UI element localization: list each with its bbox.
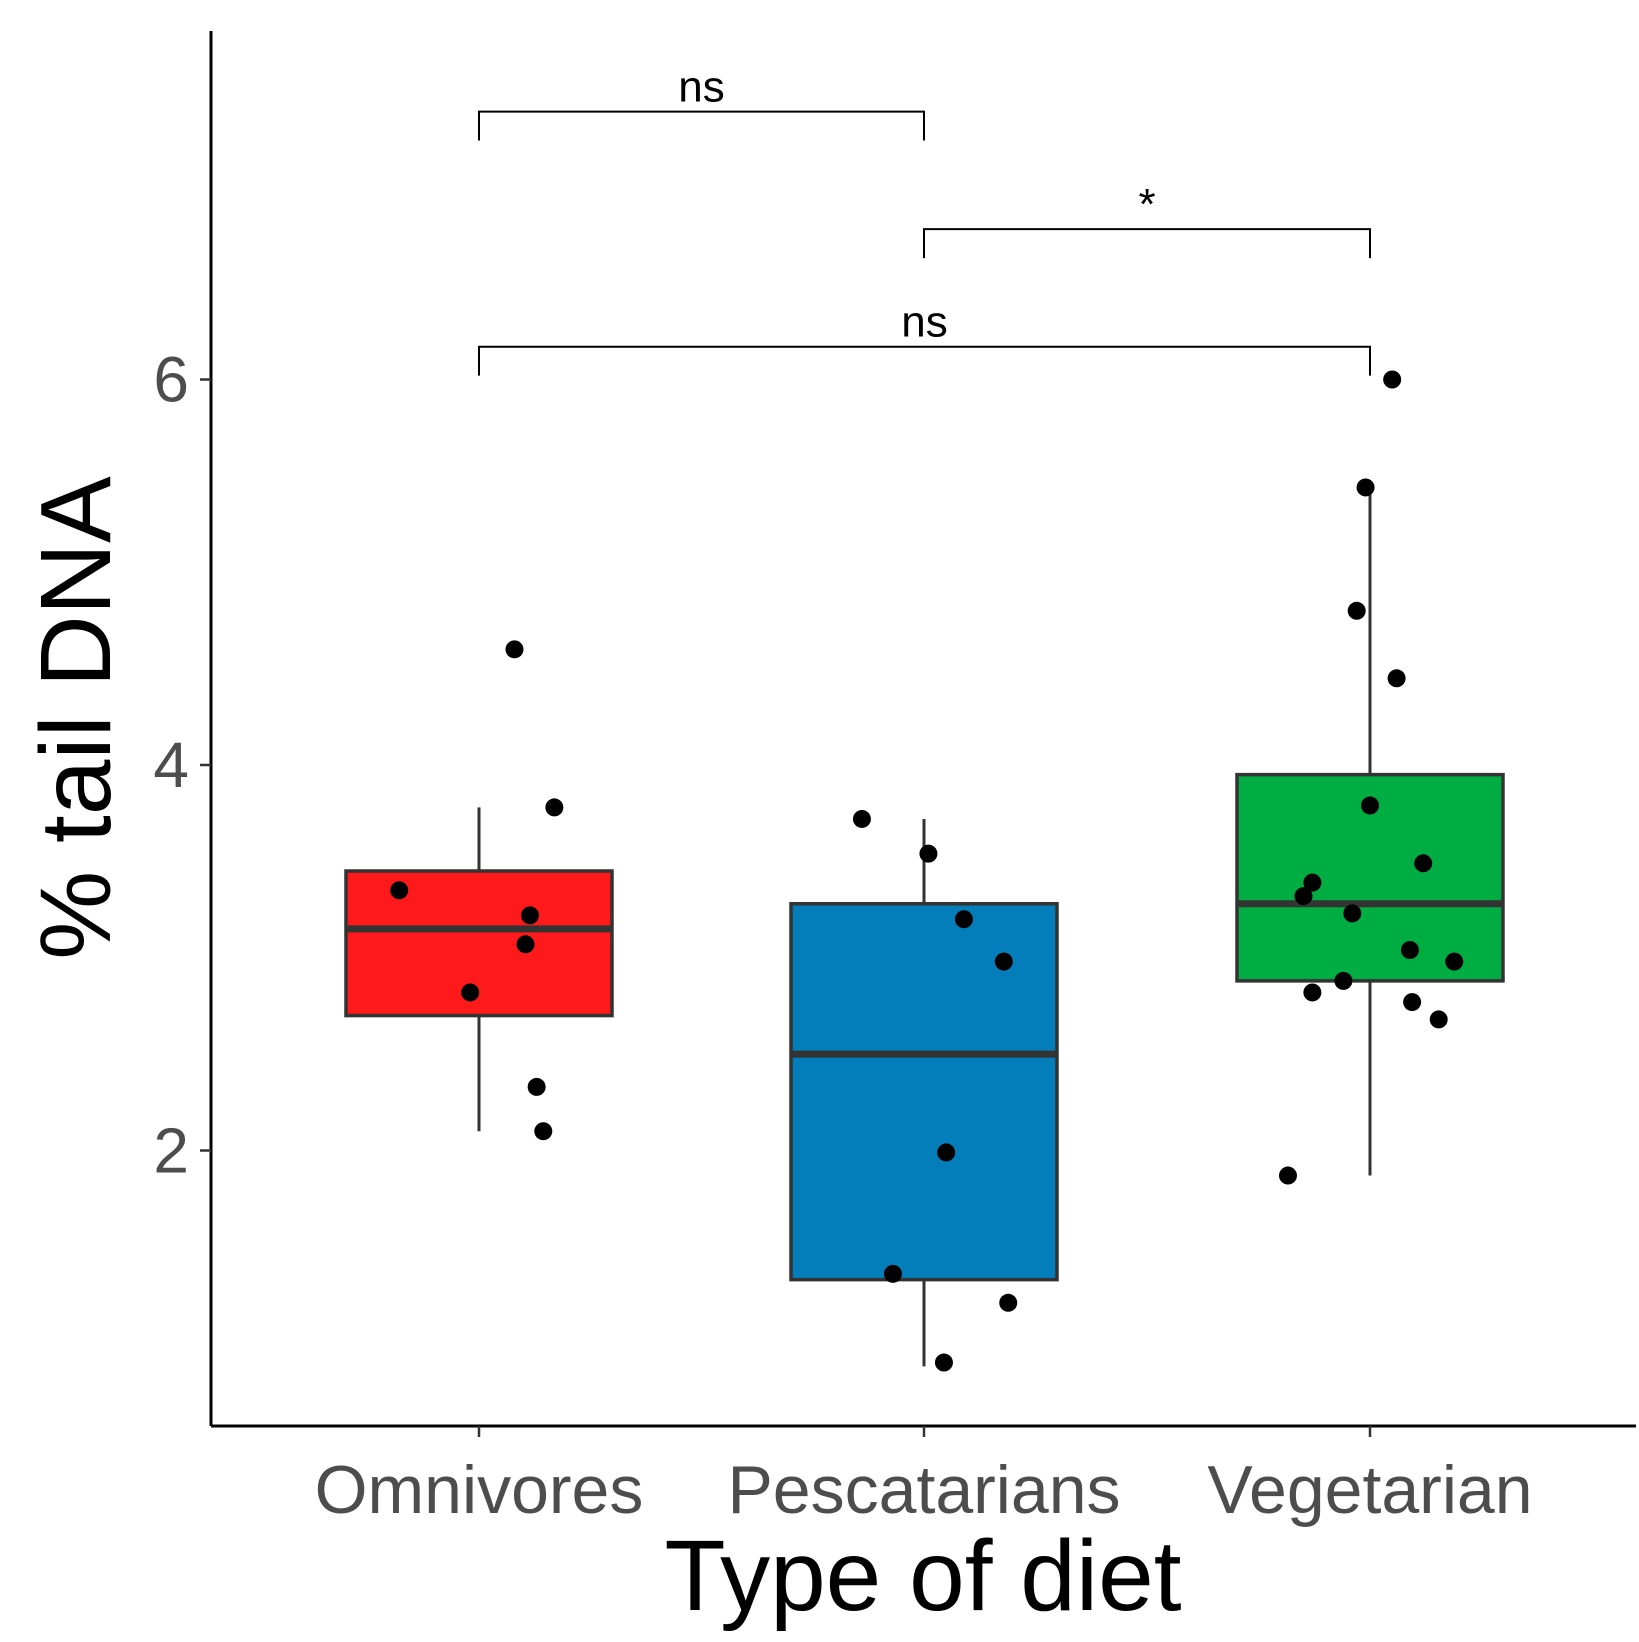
point-layer [390, 370, 1464, 1372]
y-tick-label: 6 [153, 344, 189, 416]
data-point [1387, 669, 1406, 688]
y-ticks: 2 4 6 [153, 344, 211, 1187]
data-point [1403, 993, 1422, 1012]
x-tick-label: Pescatarians [727, 1452, 1120, 1528]
data-point [1400, 941, 1419, 960]
significance-label: ns [901, 298, 947, 347]
data-point [390, 881, 409, 900]
data-point [527, 1077, 546, 1096]
data-point [516, 935, 535, 954]
box-group-pescatarians [789, 818, 1059, 1367]
significance-bracket [478, 345, 1371, 376]
data-point [1278, 1166, 1297, 1185]
x-axis-title: Type of diet [665, 1520, 1182, 1632]
significance-label: * [1138, 180, 1155, 229]
data-point [1303, 983, 1322, 1002]
data-point [1356, 478, 1375, 497]
box [789, 902, 1059, 1282]
data-point [520, 906, 539, 925]
data-point [919, 844, 938, 863]
data-point [1347, 601, 1366, 620]
data-point [1445, 952, 1464, 971]
data-point [934, 1353, 953, 1372]
data-point [1334, 971, 1353, 990]
y-tick-label: 4 [153, 729, 189, 801]
x-ticks: Omnivores Pescatarians Vegetarian [315, 1426, 1533, 1528]
y-axis-title: % tail DNA [20, 476, 132, 960]
data-point [954, 910, 973, 929]
data-point [1361, 796, 1379, 815]
x-tick-label: Omnivores [315, 1452, 644, 1528]
data-point [1414, 854, 1433, 873]
significance-brackets: ns * ns [478, 63, 1371, 376]
data-point [883, 1264, 902, 1283]
data-point [852, 809, 871, 828]
box-group-vegetarian [1235, 487, 1505, 1176]
box-layer [344, 487, 1505, 1367]
data-point [994, 952, 1013, 971]
data-point [1303, 873, 1322, 892]
data-point [1429, 1010, 1448, 1029]
data-point [1343, 904, 1362, 923]
significance-bracket [478, 110, 925, 141]
data-point [534, 1122, 553, 1141]
data-point [461, 983, 480, 1002]
data-point [505, 640, 524, 659]
data-point [1294, 887, 1313, 906]
data-point [999, 1293, 1018, 1312]
significance-bracket [923, 228, 1371, 259]
data-point [1383, 370, 1402, 389]
data-point [937, 1143, 956, 1162]
box-group-omnivores [344, 807, 614, 1132]
x-tick-label: Vegetarian [1207, 1452, 1532, 1528]
significance-label: ns [678, 63, 724, 112]
y-tick-label: 2 [153, 1115, 189, 1187]
data-point [545, 798, 564, 817]
